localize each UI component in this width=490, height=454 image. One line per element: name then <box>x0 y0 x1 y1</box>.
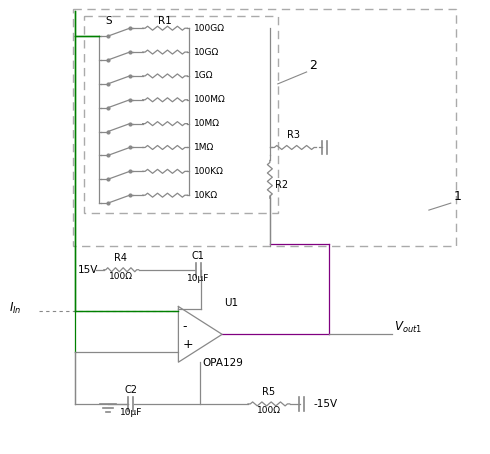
Text: R5: R5 <box>262 387 275 397</box>
Text: -: - <box>182 320 187 333</box>
Text: C2: C2 <box>124 385 137 395</box>
Text: R3: R3 <box>287 129 300 139</box>
Text: 10KΩ: 10KΩ <box>195 191 219 200</box>
Text: OPA129: OPA129 <box>202 358 243 368</box>
Text: R4: R4 <box>114 253 127 263</box>
Text: 10μF: 10μF <box>187 274 210 283</box>
Text: 100GΩ: 100GΩ <box>195 24 225 33</box>
Text: -15V: -15V <box>314 399 338 409</box>
Bar <box>84 16 278 213</box>
Text: 2: 2 <box>310 59 318 72</box>
Text: +: + <box>182 338 193 351</box>
Text: 100KΩ: 100KΩ <box>195 167 224 176</box>
Text: $V_{out1}$: $V_{out1}$ <box>394 321 422 336</box>
Text: 10μF: 10μF <box>120 408 142 417</box>
Text: 10GΩ: 10GΩ <box>195 48 220 57</box>
Text: R1: R1 <box>158 16 172 26</box>
Text: R2: R2 <box>275 180 288 190</box>
Text: C1: C1 <box>192 251 205 261</box>
Text: 100MΩ: 100MΩ <box>195 95 226 104</box>
Text: 10MΩ: 10MΩ <box>195 119 220 128</box>
Text: 100Ω: 100Ω <box>257 406 281 415</box>
Text: S: S <box>105 16 112 26</box>
Text: U1: U1 <box>224 297 238 307</box>
Text: 1: 1 <box>454 190 462 203</box>
Text: 100Ω: 100Ω <box>109 271 133 281</box>
Text: 1GΩ: 1GΩ <box>195 71 214 80</box>
Bar <box>73 10 456 246</box>
Text: 1MΩ: 1MΩ <box>195 143 215 152</box>
Text: 15V: 15V <box>78 265 98 275</box>
Text: $I_{In}$: $I_{In}$ <box>9 301 22 316</box>
